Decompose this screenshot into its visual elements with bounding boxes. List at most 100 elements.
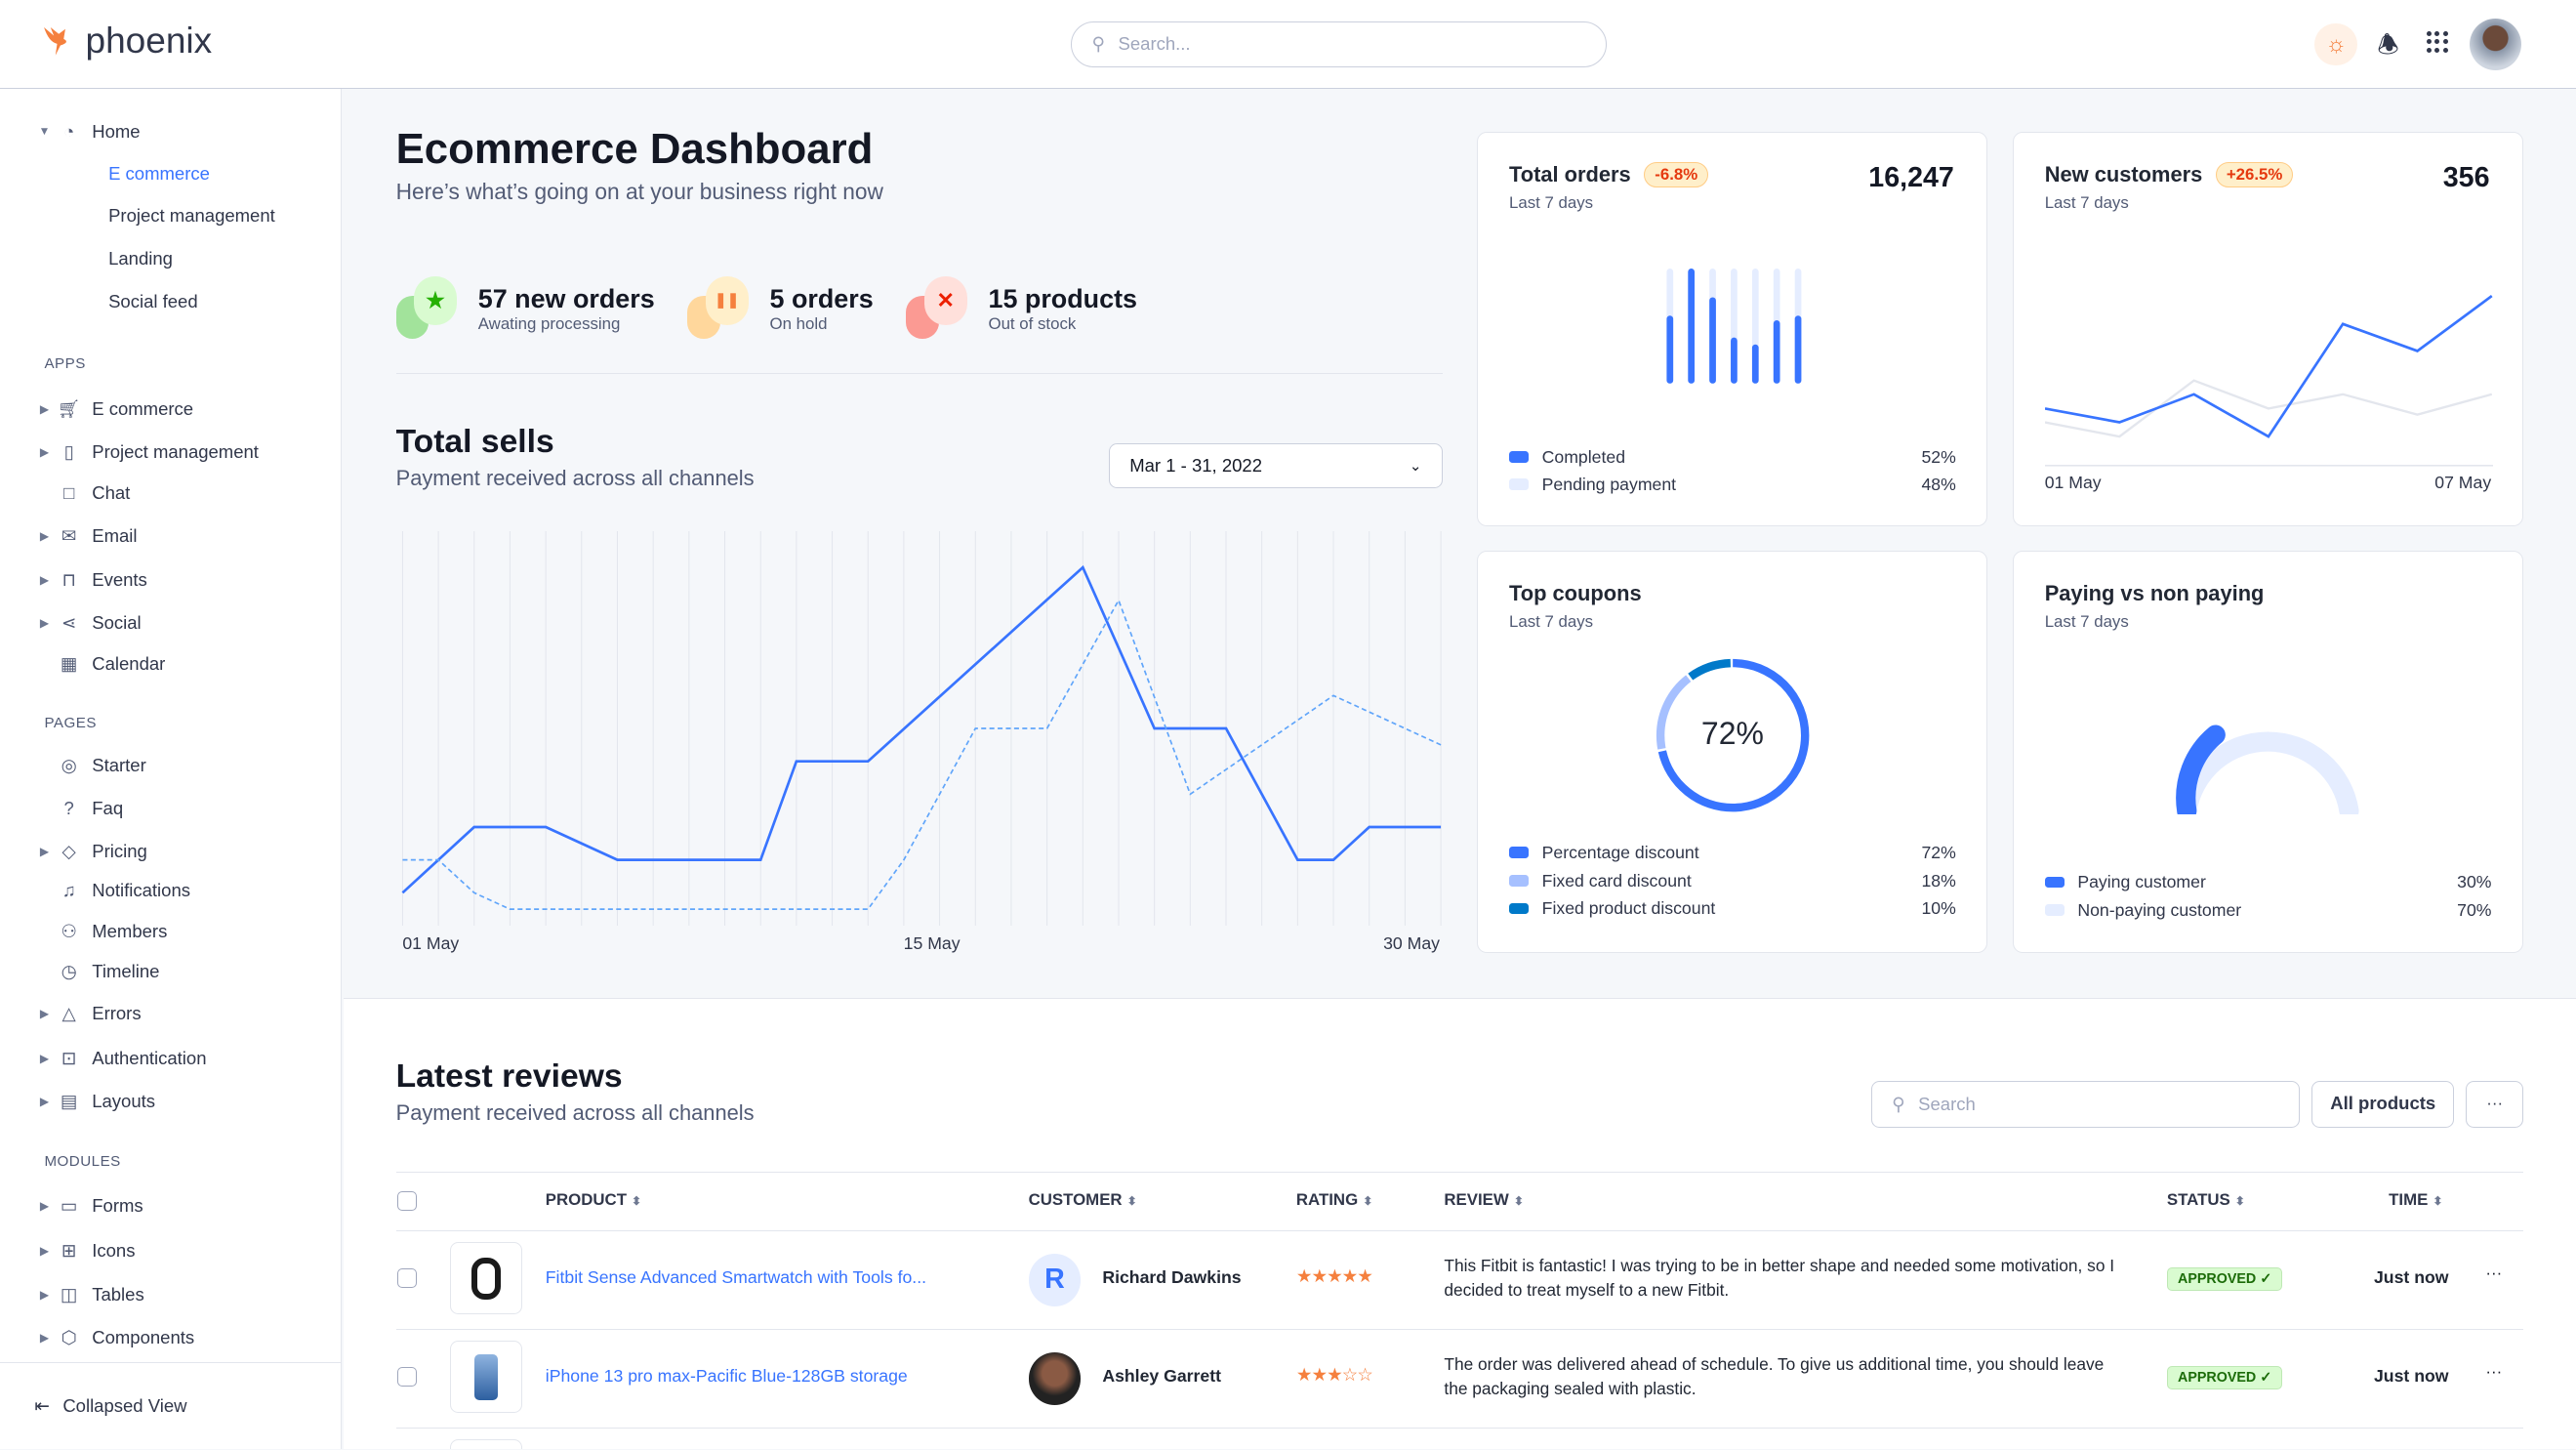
sidebar-item-label: E commerce: [92, 398, 194, 420]
page-title: Ecommerce Dashboard: [395, 124, 874, 173]
customer-name[interactable]: Richard Dawkins: [1102, 1266, 1242, 1287]
page-subtitle: Here’s what’s going on at your business …: [395, 178, 883, 204]
stat-2: ❚❚ 5 orders On hold: [687, 272, 874, 345]
product-thumbnail[interactable]: [450, 1242, 523, 1315]
sidebar-item-components[interactable]: ▶ ⬡ Components: [0, 1325, 194, 1351]
sidebar-item-home[interactable]: ▼ ◔ Home: [0, 118, 141, 145]
product-thumbnail[interactable]: [450, 1439, 523, 1450]
legend-label: Paying customer: [2077, 872, 2206, 892]
donut-center-value: 72%: [1700, 716, 1764, 752]
stat-label: Out of stock: [988, 313, 1077, 333]
collapse-sidebar-button[interactable]: ⇤ Collapsed View: [34, 1395, 186, 1417]
reviews-search-input[interactable]: ⚲ Search: [1870, 1081, 2301, 1128]
sidebar-item-members[interactable]: ⚇ Members: [0, 919, 167, 945]
sidebar-item-e-commerce[interactable]: ▶ 🛒︎ E commerce: [0, 396, 193, 423]
sidebar-item-email[interactable]: ▶ ✉︎ Email: [0, 522, 138, 549]
sidebar-item-timeline[interactable]: ◷ Timeline: [0, 958, 160, 984]
sidebar-item-label: Authentication: [92, 1047, 207, 1068]
select-all-checkbox[interactable]: [397, 1190, 418, 1211]
sidebar-subitem[interactable]: Social feed: [108, 290, 198, 311]
product-thumbnail[interactable]: [450, 1341, 523, 1414]
phoenix-logo-icon: [44, 27, 67, 56]
status-label: APPROVED: [2178, 1270, 2257, 1287]
caret-right-icon: ▶: [39, 1244, 49, 1258]
legend-item: Fixed product discount 10%: [1509, 895, 1956, 924]
sidebar-item-forms[interactable]: ▶ ▭ Forms: [0, 1193, 143, 1220]
date-range-select[interactable]: Mar 1 - 31, 2022 ⌄: [1109, 443, 1443, 488]
row-checkbox[interactable]: [397, 1268, 418, 1289]
sidebar-subitem[interactable]: Landing: [108, 248, 173, 269]
sun-icon[interactable]: ☼: [2314, 22, 2358, 66]
clock-icon: ◷: [61, 960, 77, 981]
sidebar-item-icons[interactable]: ▶ ⊞ Icons: [0, 1237, 136, 1264]
share-icon: ⋖: [61, 611, 77, 633]
user-avatar[interactable]: [2469, 18, 2522, 71]
reviews-header: Latest reviews Payment received across a…: [396, 1058, 755, 1126]
sidebar-item-calendar[interactable]: ▦ Calendar: [0, 650, 165, 677]
global-search-input[interactable]: ⚲ Search...: [1071, 21, 1607, 67]
sidebar-item-notifications[interactable]: ♫︎ Notifications: [0, 878, 190, 904]
bar: [1731, 338, 1738, 385]
sidebar-item-label: Forms: [92, 1195, 143, 1217]
donut-slice: [1656, 659, 1810, 812]
apps-grid-icon[interactable]: [2426, 30, 2448, 53]
column-review[interactable]: REVIEW ⬍: [1444, 1190, 1523, 1210]
sidebar-item-faq[interactable]: ? Faq: [0, 796, 124, 822]
sort-icon: ⬍: [2234, 1194, 2245, 1208]
top-coupons-card: Top coupons Last 7 days 72% Percentage d…: [1477, 550, 1988, 954]
all-products-button[interactable]: All products: [2311, 1081, 2455, 1128]
product-link[interactable]: iPhone 13 pro max-Pacific Blue-128GB sto…: [545, 1365, 908, 1386]
sidebar-item-label: Calendar: [92, 652, 166, 674]
legend-swatch: [2044, 904, 2065, 917]
column-label: STATUS: [2166, 1189, 2230, 1209]
bell-icon[interactable]: 🕭: [2377, 30, 2399, 59]
column-status[interactable]: STATUS ⬍: [2167, 1190, 2245, 1210]
sidebar-item-chat[interactable]: □ Chat: [0, 479, 130, 506]
column-rating[interactable]: RATING ⬍: [1296, 1190, 1372, 1210]
legend-label: Fixed product discount: [1541, 898, 1716, 919]
sidebar-item-starter[interactable]: ◎ Starter: [0, 753, 146, 779]
series-solid-line: [401, 564, 1441, 893]
package-icon: ⬡: [61, 1326, 77, 1347]
sidebar-subitem[interactable]: E commerce: [108, 162, 210, 184]
row-checkbox[interactable]: [397, 1367, 418, 1388]
column-time[interactable]: TIME ⬍: [2389, 1190, 2442, 1210]
sidebar-subitem[interactable]: Project management: [108, 205, 275, 227]
collapse-label: Collapsed View: [62, 1394, 187, 1416]
column-customer[interactable]: CUSTOMER ⬍: [1029, 1190, 1137, 1210]
legend-value: 52%: [1921, 446, 1956, 467]
caret-right-icon: ▶: [39, 445, 49, 459]
divider: [395, 373, 1443, 375]
lock-icon: ⊡: [61, 1047, 77, 1068]
customer-name[interactable]: Ashley Garrett: [1102, 1365, 1221, 1386]
sidebar-item-label: Icons: [92, 1239, 136, 1261]
table-row: Fitbit Sense Advanced Smartwatch with To…: [395, 1231, 2524, 1330]
sidebar-item-events[interactable]: ▶ ⊓ Events: [0, 567, 147, 594]
star-rating-icon: ★★★☆☆: [1295, 1363, 1373, 1385]
row-actions-button[interactable]: ···: [2485, 1362, 2503, 1382]
table-row-partial: [396, 1429, 2524, 1450]
column-product[interactable]: PRODUCT ⬍: [546, 1190, 641, 1210]
sidebar-item-social[interactable]: ▶ ⋖ Social: [0, 609, 142, 636]
top-bar: phoenix ⚲ Search... ☼ 🕭: [0, 0, 2576, 89]
legend-label: Completed: [1541, 446, 1626, 467]
sidebar-item-pricing[interactable]: ▶ ◇ Pricing: [0, 838, 147, 864]
sidebar-item-authentication[interactable]: ▶ ⊡ Authentication: [0, 1045, 207, 1071]
logo[interactable]: phoenix: [39, 20, 212, 62]
sidebar-item-label: Email: [92, 524, 138, 546]
legend-value: 18%: [1921, 870, 1956, 891]
sidebar: [0, 88, 343, 1450]
sidebar-item-errors[interactable]: ▶ △ Errors: [0, 1001, 142, 1027]
sidebar-item-project-management[interactable]: ▶ ▯ Project management: [0, 438, 259, 465]
sidebar-item-tables[interactable]: ▶ ◫ Tables: [0, 1282, 144, 1308]
pause-icon: ❚❚: [687, 272, 753, 345]
sidebar-item-layouts[interactable]: ▶ ▤ Layouts: [0, 1088, 155, 1114]
divider: [0, 1362, 343, 1364]
product-link[interactable]: Fitbit Sense Advanced Smartwatch with To…: [545, 1266, 927, 1287]
sidebar-item-label: Faq: [92, 798, 124, 819]
check-icon: ✓: [2256, 1270, 2272, 1287]
total-orders-card: Total orders -6.8% Last 7 days 16,247 Com…: [1477, 131, 1988, 526]
more-options-button[interactable]: ···: [2466, 1081, 2524, 1128]
row-actions-button[interactable]: ···: [2485, 1264, 2503, 1283]
